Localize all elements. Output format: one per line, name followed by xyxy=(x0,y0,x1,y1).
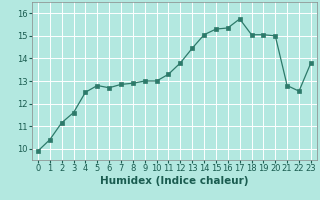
X-axis label: Humidex (Indice chaleur): Humidex (Indice chaleur) xyxy=(100,176,249,186)
